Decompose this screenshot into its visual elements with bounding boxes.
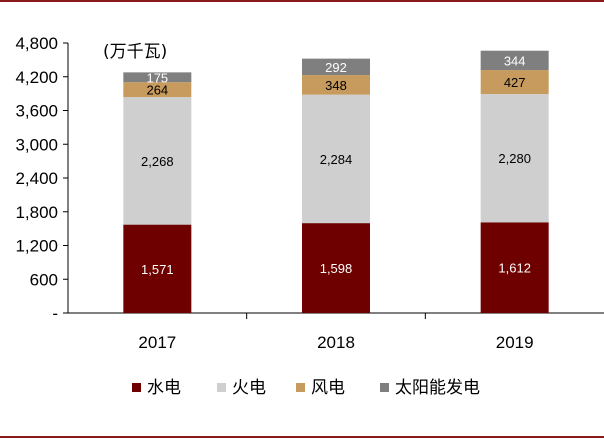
data-label: 2,284 bbox=[320, 152, 353, 167]
legend-label: 火电 bbox=[232, 378, 266, 398]
bar-segment bbox=[123, 82, 192, 98]
bar-segment bbox=[302, 58, 370, 76]
data-label: 348 bbox=[325, 78, 347, 93]
data-label: 175 bbox=[146, 70, 168, 85]
data-label: 1,598 bbox=[320, 261, 353, 276]
legend-swatch bbox=[380, 383, 389, 392]
y-tick-label: 1,200 bbox=[15, 237, 58, 256]
y-tick-label: 3,600 bbox=[15, 102, 58, 121]
y-tick-label: 600 bbox=[30, 270, 58, 289]
x-axis: 2017 2018 2019 bbox=[68, 312, 604, 352]
y-tick-label: 4,800 bbox=[15, 34, 58, 53]
data-label: 1,571 bbox=[141, 262, 174, 277]
data-label: 344 bbox=[504, 53, 526, 68]
bar-segment bbox=[123, 224, 192, 313]
x-tick-label: 2018 bbox=[317, 333, 355, 352]
bar-segment bbox=[480, 222, 549, 313]
bar-segment bbox=[302, 94, 370, 224]
legend-swatch bbox=[132, 383, 141, 392]
legend-swatch bbox=[217, 383, 226, 392]
legend-label: 水电 bbox=[147, 378, 181, 398]
bar-segment bbox=[302, 75, 370, 95]
data-label: 2,268 bbox=[141, 154, 174, 169]
data-label: 292 bbox=[325, 60, 347, 75]
data-label: 264 bbox=[146, 83, 168, 98]
data-label: 427 bbox=[504, 75, 526, 90]
x-tick-label: 2019 bbox=[496, 333, 534, 352]
y-tick-label: 3,000 bbox=[15, 135, 58, 154]
bars bbox=[123, 50, 549, 313]
legend: 水电 火电 风电 太阳能发电 bbox=[132, 378, 480, 398]
data-label: 2,280 bbox=[498, 151, 531, 166]
y-tick-label: - bbox=[52, 304, 58, 323]
legend-label: 风电 bbox=[311, 378, 345, 398]
x-tick-label: 2017 bbox=[138, 333, 176, 352]
data-label: 1,612 bbox=[498, 261, 531, 276]
y-axis: - 600 1,200 1,800 2,400 3,000 3,600 4,200 4,800 bbox=[15, 34, 69, 323]
legend-label: 太阳能发电 bbox=[395, 378, 480, 398]
unit-label: (万千瓦) bbox=[103, 42, 167, 62]
bar-segment bbox=[480, 50, 549, 71]
legend-swatch bbox=[296, 383, 305, 392]
y-tick-label: 4,200 bbox=[15, 68, 58, 87]
bar-segment bbox=[123, 97, 192, 225]
bar-segment bbox=[123, 72, 192, 83]
y-tick-label: 2,400 bbox=[15, 169, 58, 188]
bar-segment bbox=[302, 223, 370, 313]
bar-segment bbox=[480, 94, 549, 223]
bar-segment bbox=[480, 70, 549, 95]
y-tick-label: 1,800 bbox=[15, 203, 58, 222]
